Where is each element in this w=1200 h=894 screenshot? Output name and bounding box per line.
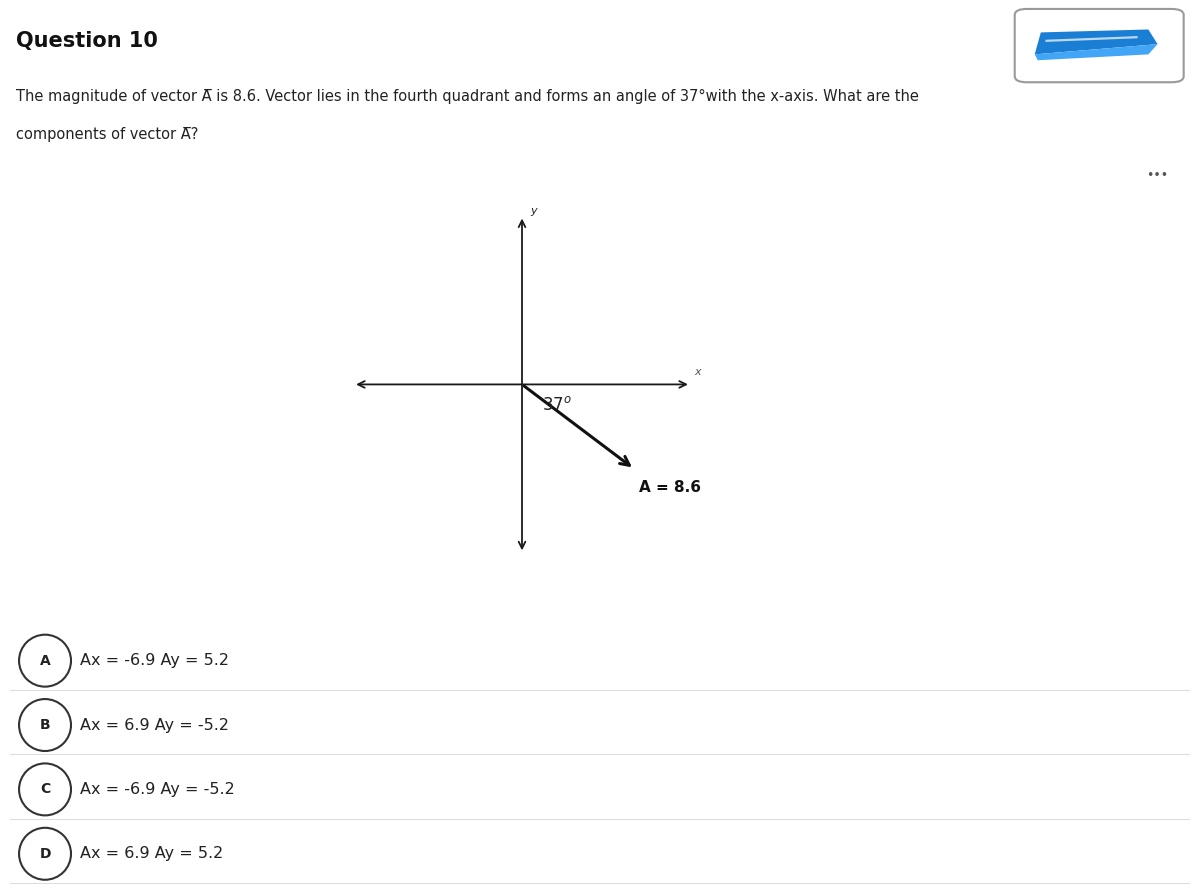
Text: C: C xyxy=(40,782,50,797)
FancyBboxPatch shape xyxy=(1015,9,1183,82)
Text: A = 8.6: A = 8.6 xyxy=(638,480,701,495)
Polygon shape xyxy=(1034,30,1158,55)
Text: Question 10: Question 10 xyxy=(16,31,157,51)
Text: The magnitude of vector A̅ is 8.6. Vector lies in the fourth quadrant and forms : The magnitude of vector A̅ is 8.6. Vecto… xyxy=(16,89,918,105)
Polygon shape xyxy=(1045,36,1138,42)
Text: y: y xyxy=(530,207,536,216)
Text: B: B xyxy=(40,718,50,732)
Text: Ax = 6.9 Ay = 5.2: Ax = 6.9 Ay = 5.2 xyxy=(80,847,223,861)
Text: •••: ••• xyxy=(1146,169,1169,181)
Text: Ax = 6.9 Ay = -5.2: Ax = 6.9 Ay = -5.2 xyxy=(80,718,229,732)
Text: Ax = -6.9 Ay = -5.2: Ax = -6.9 Ay = -5.2 xyxy=(80,782,235,797)
Text: Ax = -6.9 Ay = 5.2: Ax = -6.9 Ay = 5.2 xyxy=(80,654,229,668)
Text: A: A xyxy=(40,654,50,668)
Text: x: x xyxy=(694,367,701,376)
Text: D: D xyxy=(40,847,50,861)
Text: components of vector A̅?: components of vector A̅? xyxy=(16,127,198,142)
Text: 37$^o$: 37$^o$ xyxy=(542,396,572,414)
Polygon shape xyxy=(1034,44,1158,60)
